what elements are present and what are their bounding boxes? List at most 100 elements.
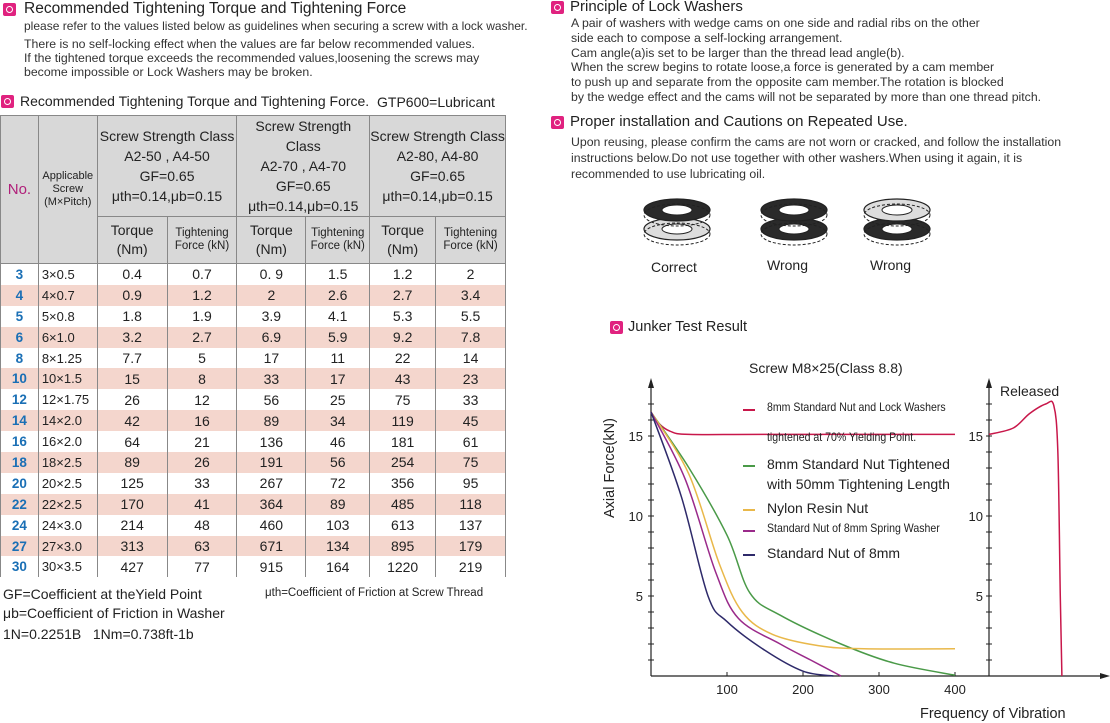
row-value: 671 — [236, 535, 307, 557]
y-tick-label: 10 — [969, 509, 983, 524]
legend-swatch — [743, 409, 755, 411]
header-force: Tightening Force (kN) — [435, 216, 506, 264]
row-value: 915 — [236, 556, 307, 578]
intro-line: please refer to the values listed below … — [24, 19, 528, 33]
legend-label: 8mm Standard Nut and Lock Washers — [767, 400, 946, 414]
row-value: 64 — [96, 431, 168, 453]
row-value: 137 — [435, 514, 506, 536]
row-value: 56 — [236, 389, 307, 411]
table-row: 16 16×2.0 64 21 136 46 181 61 — [0, 431, 506, 453]
class-mu: μth=0.14,μb=0.15 — [248, 198, 359, 214]
row-no: 30 — [0, 556, 39, 578]
row-value: 1.8 — [96, 305, 168, 327]
y-axis-label: Axial Force(kN) — [602, 418, 618, 518]
class-name: Screw Strength Class — [99, 128, 235, 144]
y-axis-arrow-icon — [986, 378, 992, 388]
row-value: 1.9 — [166, 305, 238, 327]
y-tick-label: 15 — [629, 429, 643, 444]
table-row: 3 3×0.5 0.4 0.7 0. 9 1.5 1.2 2 — [0, 263, 506, 285]
row-value: 14 — [435, 347, 506, 369]
row-value: 5.3 — [369, 305, 437, 327]
row-value: 0.7 — [166, 263, 238, 285]
row-value: 26 — [166, 452, 238, 473]
row-no: 10 — [0, 368, 39, 390]
row-value: 21 — [166, 431, 238, 453]
table-title: Recommended Tightening Torque and Tighte… — [20, 93, 370, 109]
row-value: 103 — [305, 514, 371, 536]
row-screw: 12×1.75 — [37, 389, 98, 411]
table-row: 30 30×3.5 427 77 915 164 1220 219 — [0, 556, 506, 578]
washer-label: Wrong — [767, 257, 808, 273]
row-value: 1.2 — [369, 263, 437, 285]
row-value: 33 — [236, 368, 307, 390]
class-name: Screw Strength Class — [370, 128, 505, 144]
row-value: 89 — [236, 410, 307, 432]
principle-title: Principle of Lock Washers — [570, 0, 743, 15]
row-value: 181 — [369, 431, 437, 453]
row-screw: 6×1.0 — [37, 326, 98, 348]
row-value: 125 — [96, 472, 168, 494]
header-force: Tightening Force (kN) — [166, 216, 238, 264]
row-value: 41 — [166, 493, 238, 515]
row-value: 33 — [435, 389, 506, 411]
row-value: 9.2 — [369, 326, 437, 348]
note-mub: μb=Coefficient of Friction in Washer — [3, 605, 225, 621]
row-value: 254 — [369, 452, 437, 473]
row-value: 75 — [369, 389, 437, 411]
row-value: 0. 9 — [236, 263, 307, 285]
row-value: 2 — [236, 284, 307, 306]
table-row: 24 24×3.0 214 48 460 103 613 137 — [0, 514, 506, 536]
legend-swatch — [743, 530, 755, 532]
principle-line: side each to compose a self-locking arra… — [571, 30, 843, 45]
principle-line: to push up and separate from the opposit… — [571, 75, 1004, 90]
row-screw: 22×2.5 — [37, 493, 98, 515]
row-value: 3.2 — [96, 326, 168, 348]
class-mu: μth=0.14,μb=0.15 — [111, 188, 223, 204]
legend-label: Standard Nut of 8mm — [767, 545, 901, 561]
intro-line: become impossible or Lock Washers may be… — [24, 65, 313, 79]
row-screw: 10×1.5 — [37, 368, 98, 390]
legend-label: 8mm Standard Nut Tightened — [767, 456, 950, 472]
row-value: 3.9 — [236, 305, 307, 327]
row-value: 61 — [435, 431, 506, 453]
released-series-line — [988, 400, 1063, 677]
class-mu: μth=0.14,μb=0.15 — [382, 188, 493, 204]
table-row: 22 22×2.5 170 41 364 89 485 118 — [0, 493, 506, 515]
series-line — [650, 411, 956, 650]
series-line — [650, 411, 842, 677]
row-value: 191 — [236, 452, 307, 473]
x-tick-label: 300 — [868, 682, 890, 697]
table-row: 12 12×1.75 26 12 56 25 75 33 — [0, 389, 506, 411]
row-value: 613 — [369, 514, 437, 536]
class-gf: GF=0.65 — [275, 178, 331, 194]
row-value: 43 — [369, 368, 437, 390]
row-value: 95 — [435, 472, 506, 494]
row-value: 7.8 — [435, 326, 506, 348]
intro-line: If the tightened torque exceeds the reco… — [24, 51, 480, 65]
row-value: 460 — [236, 514, 307, 536]
installation-title: Proper installation and Cautions on Repe… — [570, 113, 908, 130]
installation-line: recommended to use lubricating oil. — [571, 167, 766, 181]
row-screw: 16×2.0 — [37, 431, 98, 453]
row-value: 313 — [96, 535, 168, 557]
section-bullet-icon — [551, 116, 564, 129]
class-gf: GF=0.65 — [410, 168, 466, 184]
header-no: No. — [0, 115, 39, 264]
row-value: 56 — [305, 452, 371, 473]
row-value: 214 — [96, 514, 168, 536]
table-row: 27 27×3.0 313 63 671 134 895 179 — [0, 535, 506, 557]
row-value: 7.7 — [96, 347, 168, 369]
section-bullet-icon — [551, 1, 564, 14]
washer-label: Correct — [651, 259, 697, 275]
washer-pair-icon — [863, 198, 931, 246]
row-value: 2.7 — [166, 326, 238, 348]
installation-line: instructions below.Do not use together w… — [571, 151, 1023, 165]
class-grade: A2-50 , A4-50 — [124, 148, 210, 164]
header-torque: Torque (Nm) — [236, 216, 307, 264]
table-row: 4 4×0.7 0.9 1.2 2 2.6 2.7 3.4 — [0, 284, 506, 306]
table-row: 20 20×2.5 125 33 267 72 356 95 — [0, 472, 506, 494]
class-grade: A2-80, A4-80 — [396, 148, 479, 164]
row-value: 45 — [435, 410, 506, 432]
row-value: 136 — [236, 431, 307, 453]
row-no: 27 — [0, 535, 39, 557]
